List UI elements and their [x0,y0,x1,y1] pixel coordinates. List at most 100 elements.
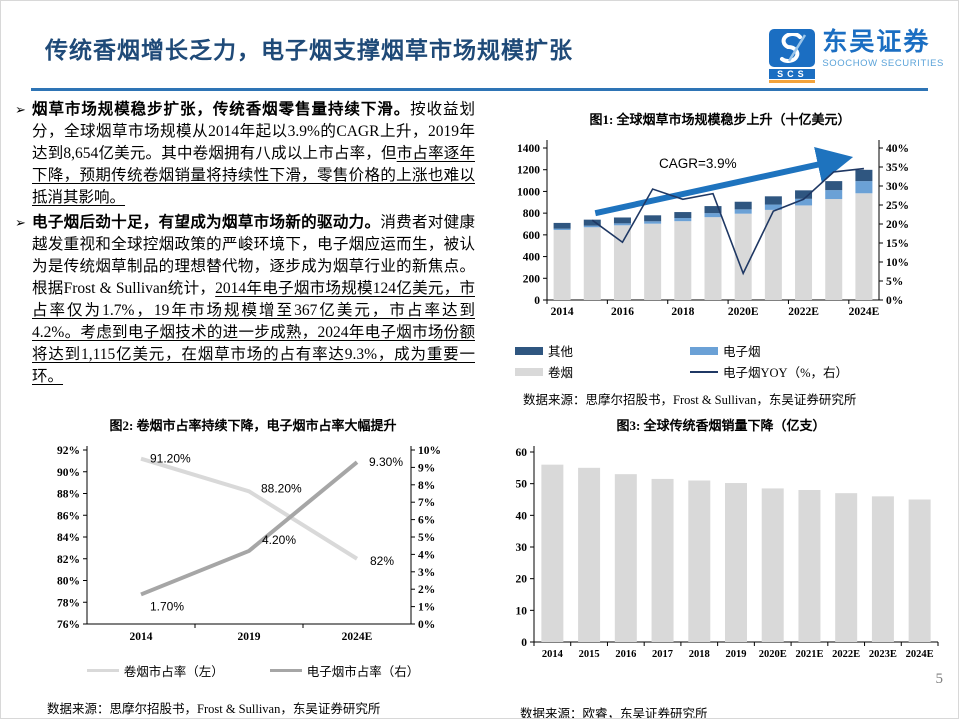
bullet-2-lead: 电子烟后劲十足，有望成为烟草市场新的驱动力。 [32,214,381,231]
svg-text:82%: 82% [57,554,80,566]
svg-text:1000: 1000 [517,186,540,198]
legend-line-swatch [86,669,119,672]
bar-segment-卷烟 [855,193,873,300]
legend-item-电子烟YOY（%，右）: 电子烟YOY（%，右） [690,362,925,381]
legend-item-其他: 其他 [515,341,690,360]
legend-item-电子烟市占率（右）: 电子烟市占率（右） [269,661,420,680]
svg-text:2014: 2014 [542,649,564,660]
bar-segment-电子烟 [855,181,873,194]
legend-label: 卷烟市占率（左） [123,665,224,679]
figure-1-global-tobacco-market: 图1: 全球烟草市场规模稳步上升（十亿美元） 0 200 400 600 800 1000… [487,109,953,408]
svg-text:30%: 30% [886,181,909,193]
svg-text:2%: 2% [418,584,435,596]
svg-text:8%: 8% [418,480,435,492]
bar-segment-电子烟 [704,213,722,218]
svg-text:5%: 5% [886,276,903,288]
bar-segment-卷烟 [704,217,722,300]
svg-text:0%: 0% [418,619,435,631]
svg-text:10%: 10% [886,257,909,269]
figure-2-market-share: 图2: 卷烟市占率持续下降，电子烟市占率大幅提升 76% 78% 80% 82% 84%… [29,415,477,717]
line-卷烟市占率（左） [140,456,359,561]
bar-segment-卷烟 [613,225,631,300]
svg-text:200: 200 [523,273,541,285]
bar-segment-其他 [583,219,601,226]
bullet-1-underlined: 市占率逐年下降，预期传统卷烟销量将持续性下滑，零售价格的上涨也难以抵消其影响。 [32,145,475,206]
svg-text:2014: 2014 [130,631,153,643]
logo-name-cn: 东吴证券 [822,28,931,56]
svg-text:20: 20 [516,574,528,586]
figure-3-title: 图3: 全球传统香烟销量下降（亿支） [616,418,826,433]
bar-2017 [651,478,674,642]
bar-2018 [688,480,711,642]
svg-text:0%: 0% [886,295,903,307]
svg-text:2015: 2015 [579,649,600,660]
bullet-arrow-icon: ➢ [15,102,26,117]
figure-2-legend: 卷烟市占率（左） 电子烟市占率（右） [29,661,477,680]
legend-item-电子烟: 电子烟 [690,341,925,360]
bar-2021E [798,490,821,642]
bar-segment-其他 [734,201,752,210]
bullet-1-body: 按收益划分，全球烟草市场规模从2014年起以3.9%的CAGR上升，2019年达… [32,101,475,162]
svg-text:9%: 9% [418,462,435,474]
svg-text:10%: 10% [418,445,441,457]
bar-2016 [614,474,637,642]
legend-item-卷烟: 卷烟 [515,362,690,381]
bar-segment-其他 [764,196,782,205]
legend-label: 卷烟 [548,366,574,380]
svg-text:15%: 15% [886,238,909,250]
figure-1-title: 图1: 全球烟草市场规模稳步上升（十亿美元） [589,112,851,127]
svg-text:86%: 86% [57,510,80,522]
svg-text:6%: 6% [418,515,435,527]
svg-text:1%: 1% [418,602,435,614]
svg-text:84%: 84% [57,532,80,544]
bullet-item-2: ➢ 电子烟后劲十足，有望成为烟草市场新的驱动力。消费者对健康越发重视和全球控烟政… [15,212,475,388]
svg-text:2018: 2018 [689,649,710,660]
bar-segment-电子烟 [553,228,571,230]
bar-segment-电子烟 [613,223,631,226]
svg-text:50: 50 [516,479,528,491]
legend-label: 电子烟市占率（右） [306,665,420,679]
svg-text:7%: 7% [418,497,435,509]
svg-text:2024E: 2024E [906,649,934,660]
page-number: 5 [935,671,944,687]
svg-text:3%: 3% [418,567,435,579]
legend-label: 其他 [548,345,574,359]
bar-segment-其他 [674,212,692,219]
bullet-1-lead: 烟草市场规模稳步扩张，传统香烟零售量持续下滑。 [32,101,411,118]
svg-text:78%: 78% [57,597,80,609]
figure-2-chart: 76% 78% 80% 82% 84% 86% 88% 90% 92% 0% 1% 2% 3% 4% 5% 6… [57,445,441,643]
header-divider [31,88,928,91]
bar-segment-卷烟 [825,199,843,300]
bar-segment-其他 [855,169,873,182]
logo-orange-bar [769,80,816,83]
svg-text:30: 30 [516,542,528,554]
logo-swirl-icon [769,29,816,67]
bar-2022E [835,493,858,642]
bar-segment-其他 [795,190,813,199]
svg-text:40%: 40% [886,143,909,155]
bullet-2-body: 消费者对健康越发重视和全球控烟政策的严峻环境下，电子烟应运而生，被认为是传统烟草… [32,214,475,297]
bar-2024E [908,499,931,642]
svg-text:2016: 2016 [611,306,634,318]
bar-segment-电子烟 [825,190,843,200]
bar-segment-电子烟 [583,225,601,228]
bullet-2-underlined: 2014年电子烟市场规模124亿美元，市占率仅为1.7%，19年市场规模增至36… [32,280,475,385]
legend-label: 电子烟YOY（%，右） [723,366,848,380]
bar-segment-其他 [644,215,662,222]
bar-segment-其他 [825,181,843,191]
svg-text:2024E: 2024E [849,306,880,318]
svg-text:2016: 2016 [615,649,636,660]
bar-segment-卷烟 [553,229,571,300]
legend-label: 电子烟 [723,345,761,359]
bar-segment-电子烟 [764,204,782,210]
svg-text:0: 0 [534,295,540,307]
figure-3-source: 数据来源：欧睿，东吴证券研究所 [520,707,708,719]
bar-segment-电子烟 [795,198,813,206]
svg-text:40: 40 [516,510,528,522]
bar-2020E [761,488,784,642]
svg-text:2023E: 2023E [869,649,897,660]
bar-segment-其他 [553,222,571,229]
bar-2023E [871,496,894,642]
legend-swatch [515,346,543,355]
